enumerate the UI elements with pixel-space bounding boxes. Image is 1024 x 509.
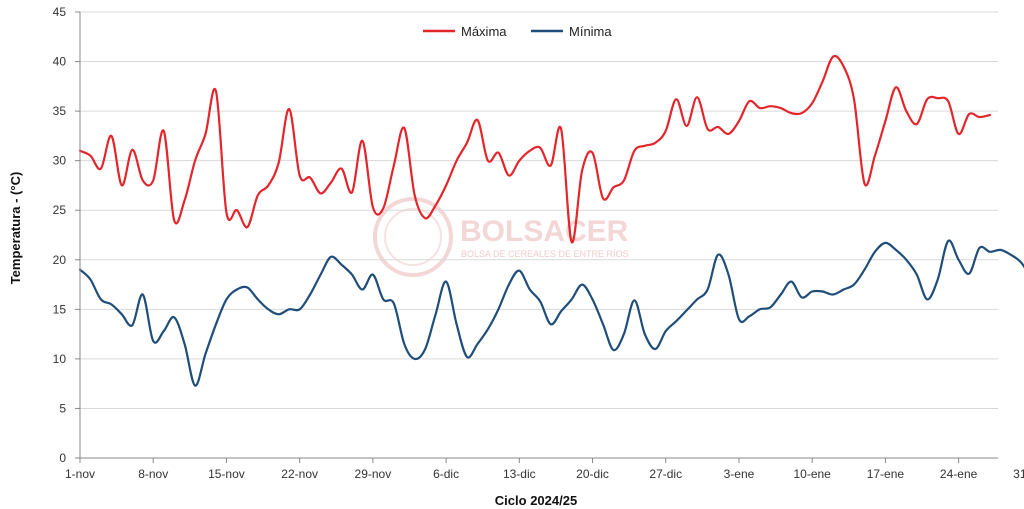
x-tick-label: 20-dic [576,467,609,481]
x-tick-label: 29-nov [355,467,392,481]
y-tick-label: 45 [53,5,67,19]
series-line-maxima [78,54,992,244]
watermark-seal-inner-icon [384,208,442,266]
y-tick-label: 40 [53,55,67,69]
legend-label: Máxima [461,24,507,39]
x-tick-label: 3-ene [724,467,755,481]
x-tick-label: 27-dic [649,467,682,481]
legend-label: Mínima [569,24,612,39]
y-tick-label: 5 [59,401,66,415]
x-tick-label: 24-ene [940,467,978,481]
watermark-seal-icon [373,197,453,277]
x-tick-labels: 1-nov 8-nov 15-nov 22-nov 29-nov 6-dic 13-dic 2… [65,458,1024,481]
y-axis-title: Temperatura - (°C) [8,172,23,285]
x-axis-title: Ciclo 2024/25 [495,493,577,508]
x-tick-label: 31-ene [1013,467,1024,481]
x-tick-label: 6-dic [433,467,459,481]
x-tick-label: 10-ene [793,467,831,481]
y-tick-label: 0 [59,451,66,465]
y-tick-label: 10 [53,352,67,366]
x-tick-label: 22-nov [281,467,318,481]
gridlines [80,11,998,409]
axes [79,12,998,459]
y-tick-label: 20 [53,253,67,267]
x-tick-label: 15-nov [208,467,245,481]
y-tick-label: 15 [53,302,67,316]
y-tick-label: 35 [53,104,67,118]
series-layer [78,54,1024,387]
legend: Máxima Mínima [423,24,612,39]
y-tick-labels: 0 5 10 15 20 25 30 35 40 45 [53,5,80,465]
x-tick-label: 13-dic [503,467,536,481]
x-tick-label: 1-nov [65,467,95,481]
y-tick-label: 30 [53,154,67,168]
watermark: BOLSACER BOLSA DE CEREALES DE ENTRE RÍOS [373,197,629,277]
watermark-subtitle: BOLSA DE CEREALES DE ENTRE RÍOS [461,249,629,259]
watermark-title: BOLSACER [460,215,629,248]
y-tick-label: 25 [53,203,67,217]
x-tick-label: 8-nov [138,467,168,481]
series-line-minima [78,239,1024,387]
x-tick-label: 17-ene [867,467,905,481]
